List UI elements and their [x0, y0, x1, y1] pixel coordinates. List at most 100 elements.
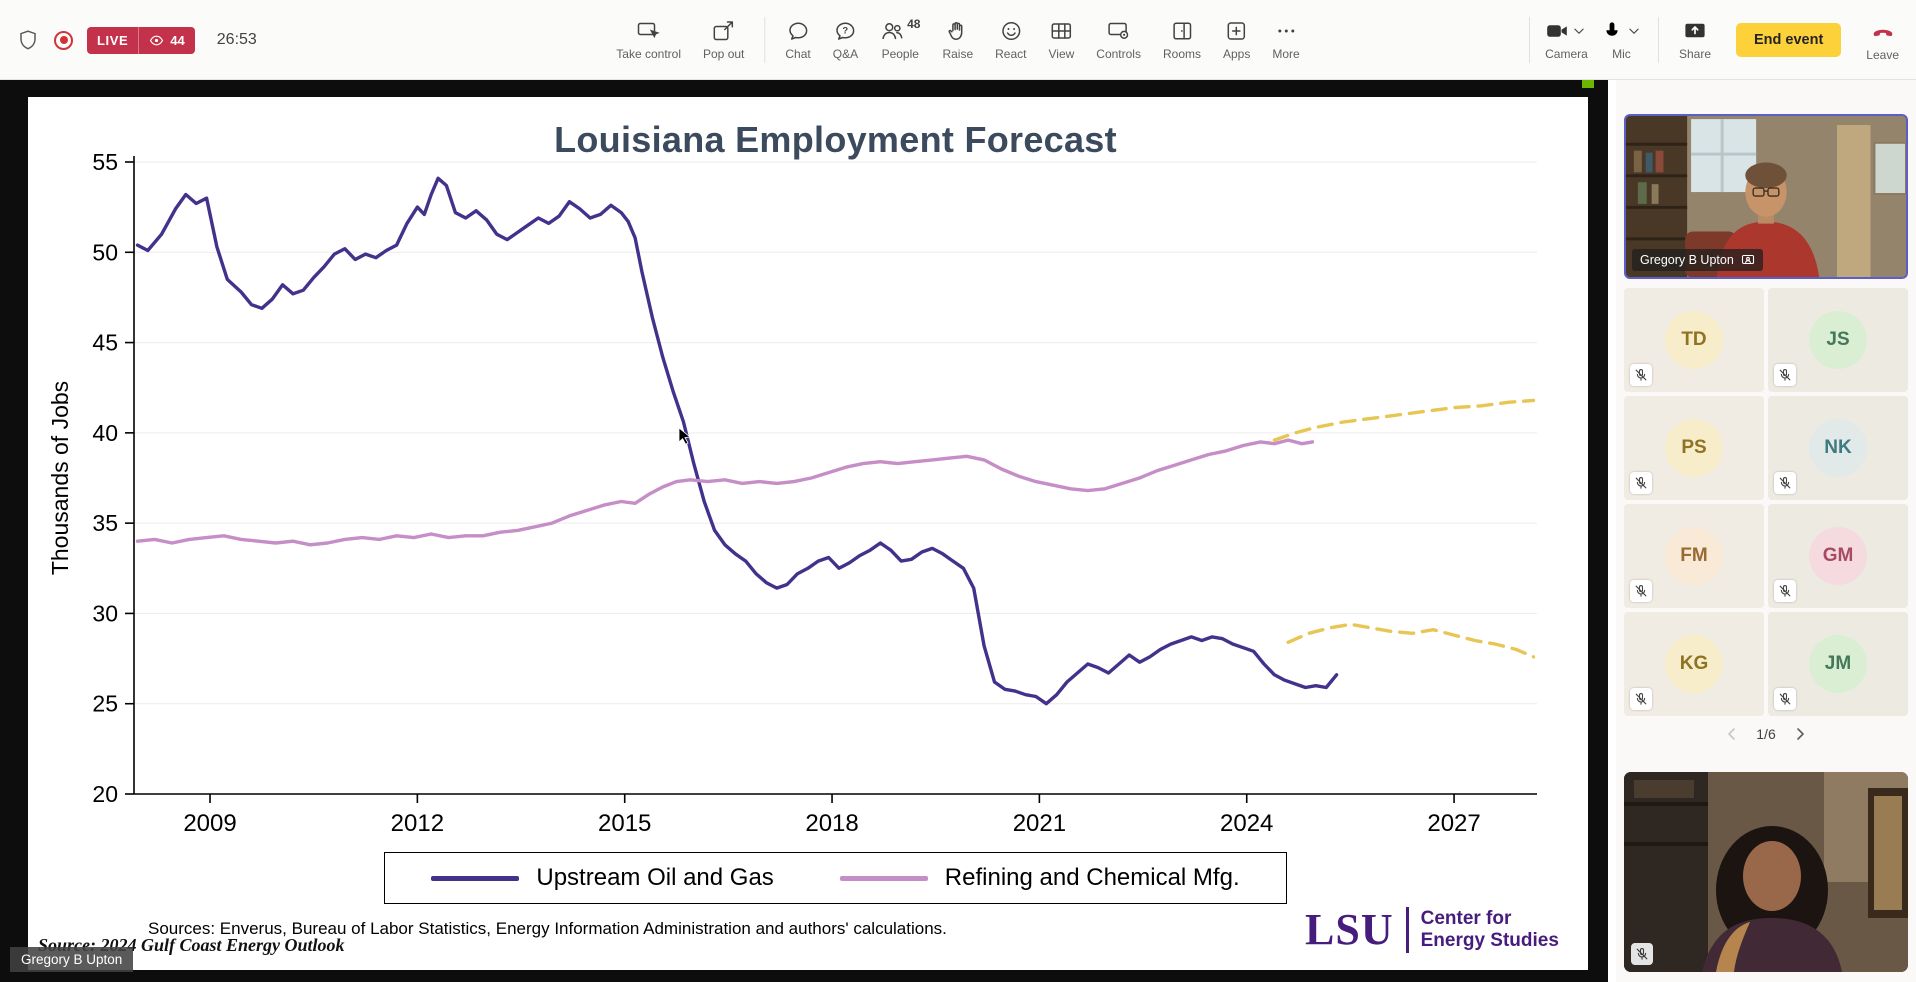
camera-dropdown-chevron[interactable]: [1570, 22, 1588, 40]
rooms-icon: [1173, 22, 1191, 40]
svg-text:50: 50: [92, 239, 118, 265]
mic-button[interactable]: Mic: [1598, 19, 1645, 61]
take-control-button[interactable]: Take control: [609, 19, 688, 61]
chat-label: Chat: [785, 47, 811, 61]
mic-muted-icon: [1774, 472, 1796, 494]
live-badge[interactable]: LIVE 44: [87, 26, 195, 54]
more-label: More: [1272, 47, 1300, 61]
share-screen-icon: [1685, 23, 1705, 38]
mic-muted-icon: [1604, 22, 1620, 39]
svg-text:2021: 2021: [1013, 810, 1066, 837]
end-event-button[interactable]: End event: [1736, 23, 1842, 57]
pop-out-label: Pop out: [703, 47, 745, 61]
more-icon: [1278, 29, 1295, 33]
mic-muted-icon: [1631, 943, 1653, 965]
svg-text:2024: 2024: [1220, 810, 1273, 837]
qa-button[interactable]: ? Q&A: [826, 19, 865, 61]
svg-text:?: ?: [843, 26, 849, 37]
mic-muted-icon: [1630, 580, 1652, 602]
live-label: LIVE: [97, 32, 129, 48]
controls-button[interactable]: Controls: [1089, 19, 1148, 61]
apps-button[interactable]: Apps: [1216, 19, 1257, 61]
people-count-badge: 48: [907, 17, 921, 31]
sources-note: Sources: Enverus, Bureau of Labor Statis…: [148, 919, 947, 938]
viewer-count: 44: [170, 32, 185, 48]
people-label: People: [881, 47, 919, 61]
qa-icon: ?: [836, 22, 855, 40]
camera-button[interactable]: Camera: [1543, 19, 1590, 61]
participant-video-feed: [1624, 772, 1908, 972]
mic-muted-icon: [1630, 688, 1652, 710]
participant-tile-nk[interactable]: NK: [1768, 396, 1908, 500]
mic-muted-icon: [1774, 688, 1796, 710]
speaker-name-text: Gregory B Upton: [1640, 253, 1734, 267]
mic-dropdown-chevron[interactable]: [1625, 22, 1643, 40]
participant-tile-td[interactable]: TD: [1624, 288, 1764, 392]
participant-tile-jm[interactable]: JM: [1768, 612, 1908, 716]
avatar: FM: [1665, 527, 1723, 585]
svg-text:20: 20: [92, 781, 118, 807]
participant-tile-js[interactable]: JS: [1768, 288, 1908, 392]
chart-legend: Upstream Oil and Gas Refining and Chemic…: [134, 852, 1537, 904]
avatar: TD: [1665, 311, 1723, 369]
lsu-abbr: LSU: [1305, 905, 1394, 954]
leave-button[interactable]: Leave: [1859, 18, 1906, 62]
avatar: GM: [1809, 527, 1867, 585]
svg-text:35: 35: [92, 510, 118, 536]
logo-line1: Center for: [1420, 908, 1512, 929]
react-button[interactable]: React: [988, 19, 1033, 61]
meeting-timer: 26:53: [216, 31, 257, 48]
share-button[interactable]: Share: [1672, 19, 1718, 61]
participant-tile-ps[interactable]: PS: [1624, 396, 1764, 500]
participants-pagination: 1/6: [1616, 726, 1916, 742]
toolbar-divider: [1528, 17, 1530, 63]
qa-label: Q&A: [832, 47, 859, 61]
participant-tile-fm[interactable]: FM: [1624, 504, 1764, 608]
mic-muted-icon: [1774, 580, 1796, 602]
view-label: View: [1048, 47, 1075, 61]
rooms-label: Rooms: [1162, 47, 1201, 61]
svg-text:2027: 2027: [1427, 810, 1480, 837]
more-button[interactable]: More: [1265, 19, 1306, 61]
chat-button[interactable]: Chat: [778, 19, 817, 61]
avatar: KG: [1665, 635, 1723, 693]
svg-text:2012: 2012: [391, 810, 444, 837]
pop-out-icon: [713, 21, 734, 41]
meeting-toolbar: LIVE 44 26:53 Take control Pop out Chat …: [0, 0, 1916, 80]
view-button[interactable]: View: [1041, 19, 1081, 61]
share-label: Share: [1678, 47, 1711, 61]
speaker-video-tile[interactable]: Gregory B Upton: [1624, 114, 1908, 279]
legend-entry-refining: Refining and Chemical Mfg.: [839, 864, 1240, 892]
chevron-down-icon: [1574, 28, 1584, 34]
participant-tile-kg[interactable]: KG: [1624, 612, 1764, 716]
next-page-button[interactable]: [1792, 726, 1808, 742]
people-button[interactable]: 48 People: [873, 17, 927, 61]
leave-label: Leave: [1866, 48, 1899, 62]
shared-screen-stage: Louisiana Employment Forecast 20 25 30 35 40…: [0, 80, 1608, 982]
pop-out-button[interactable]: Pop out: [696, 19, 751, 61]
camera-icon: [1547, 25, 1567, 37]
apps-icon: [1227, 22, 1246, 40]
raise-hand-button[interactable]: Raise: [935, 19, 980, 61]
rooms-button[interactable]: Rooms: [1156, 19, 1208, 61]
mic-muted-icon: [1630, 364, 1652, 386]
participants-sidebar: Gregory B Upton TD JS PS NK FM GM: [1616, 80, 1916, 982]
spotlight-icon: [1741, 254, 1754, 265]
chevron-down-icon: [1629, 28, 1639, 34]
legend-swatch-refining: [839, 875, 928, 881]
participant-tile-gm[interactable]: GM: [1768, 504, 1908, 608]
toolbar-center-group: Take control Pop out Chat ? Q&A 48 Peopl…: [609, 0, 1306, 80]
raise-label: Raise: [942, 47, 974, 61]
page-indicator: 1/6: [1756, 726, 1776, 742]
participant-video-tile[interactable]: [1624, 772, 1908, 972]
speaker-name-label: Gregory B Upton: [1632, 249, 1763, 271]
previous-page-button[interactable]: [1724, 726, 1740, 742]
employment-forecast-chart: 20 25 30 35 40 45 50 55 2009 2012 2015 2018 2021 2024…: [47, 149, 1537, 837]
mic-muted-icon: [1630, 472, 1652, 494]
svg-text:2009: 2009: [183, 810, 236, 837]
people-icon: [882, 23, 903, 40]
eye-icon: [150, 35, 164, 45]
shield-icon[interactable]: [16, 28, 40, 52]
leave-call-icon: [1873, 29, 1892, 37]
toolbar-right-group: Camera Mic Share End event Leave: [1524, 0, 1906, 80]
